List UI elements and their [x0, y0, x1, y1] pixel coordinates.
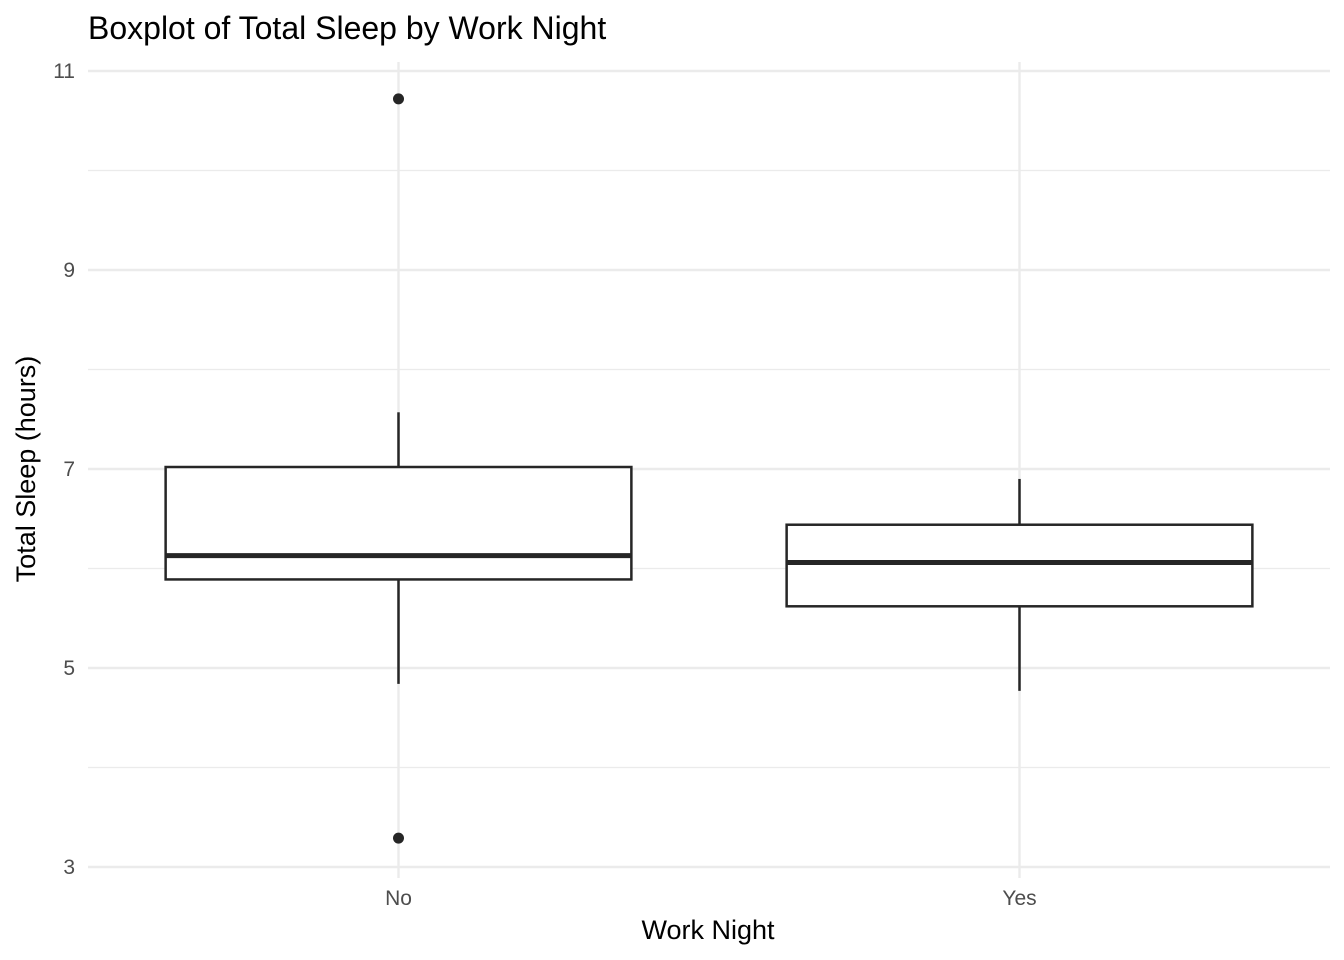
- x-tick-label: No: [385, 887, 412, 910]
- outlier-point: [393, 832, 404, 844]
- x-axis-title: Work Night: [641, 915, 775, 945]
- y-tick-label: 7: [63, 458, 75, 481]
- box-iqr: [164, 465, 633, 581]
- y-axis-ticks: 3 5 7 9 11: [53, 60, 75, 879]
- box-series: [164, 93, 1254, 844]
- y-tick-label: 5: [63, 657, 75, 680]
- y-axis-title: Total Sleep (hours): [11, 356, 41, 583]
- y-tick-label: 3: [63, 856, 75, 879]
- y-tick-label: 11: [53, 60, 75, 83]
- y-tick-label: 9: [63, 259, 75, 282]
- outlier-point: [393, 93, 404, 105]
- box-iqr: [785, 523, 1254, 608]
- chart-title: Boxplot of Total Sleep by Work Night: [88, 10, 606, 46]
- x-tick-label: Yes: [1002, 887, 1036, 910]
- x-axis-ticks: No Yes: [385, 887, 1037, 910]
